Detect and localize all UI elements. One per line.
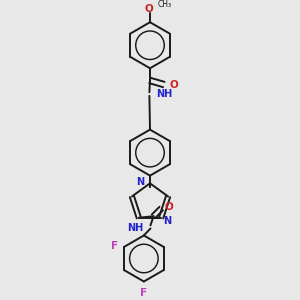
Text: O: O [144,4,153,14]
Text: N: N [136,177,145,187]
Text: N: N [163,216,171,226]
Text: NH: NH [128,223,144,233]
Text: F: F [111,242,118,251]
Text: CH₃: CH₃ [158,0,172,9]
Text: O: O [165,202,174,212]
Text: NH: NH [156,89,172,99]
Text: F: F [140,288,147,298]
Text: O: O [169,80,178,89]
